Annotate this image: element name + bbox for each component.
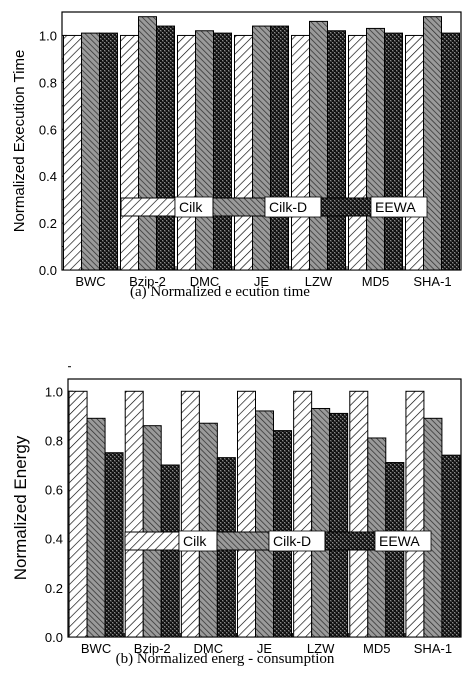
bar-eewa-bzip-2 [156, 25, 175, 271]
legend-swatch-eewa [324, 531, 376, 551]
x-tick-label: DMC [194, 641, 224, 656]
legend-swatch-cilk [124, 531, 180, 551]
bar-eewa-lzw [327, 30, 346, 271]
bar-cilk-d-bwc [81, 32, 100, 271]
bar-cilk-d-bzip-2 [142, 425, 162, 638]
bar-cilk-lzw [293, 390, 313, 638]
legend-label-cilk-d: Cilk-D [273, 533, 311, 549]
bar-cilk-d-sha-1 [423, 16, 442, 271]
x-tick-label: Bzip-2 [129, 274, 166, 289]
bar-cilk-d-lzw [311, 407, 331, 638]
legend-label-box [374, 530, 432, 552]
bar-cilk-md5 [348, 34, 367, 271]
bar-cilk-dmc [180, 390, 200, 638]
legend: Cilk Cilk-D EEWA [124, 530, 432, 552]
y-tick-label: 0.8 [39, 75, 57, 90]
bar-cilk-d-lzw [309, 20, 328, 271]
bar-cilk-bzip-2 [124, 390, 144, 638]
y-tick-label: 0.0 [39, 263, 57, 278]
bar-cilk-je [234, 34, 253, 271]
bar-cilk-d-bwc [86, 417, 106, 638]
y-tick-label: 0.4 [45, 532, 63, 547]
x-tick-label: MD5 [362, 274, 389, 289]
bar-cilk-sha-1 [405, 390, 425, 638]
y-axis-label: Normalized Energy [11, 435, 30, 580]
y-tick-label: 0.2 [45, 581, 63, 596]
x-tick-label: BWC [75, 274, 105, 289]
y-tick-label: 1.0 [45, 384, 63, 399]
bar-cilk-md5 [349, 390, 369, 638]
bar-eewa-sha-1 [441, 454, 461, 638]
caption-a: (a) Normalized e ecution time [130, 284, 310, 300]
bar-cilk-bzip-2 [120, 34, 139, 271]
x-tick-label: JE [254, 274, 270, 289]
legend: Cilk Cilk-D EEWA [120, 196, 428, 218]
bar-cilk-dmc [177, 34, 196, 271]
x-tick-label: SHA-1 [413, 274, 451, 289]
bar-eewa-bwc [104, 452, 124, 638]
bar-cilk-d-je [252, 25, 271, 271]
bar-eewa-je [270, 25, 289, 271]
x-tick-label: DMC [190, 274, 220, 289]
legend-label-cilk: Cilk [183, 533, 207, 549]
legend-swatch-eewa [320, 197, 372, 217]
bar-cilk-d-sha-1 [423, 417, 443, 638]
bar-cilk-d-dmc [195, 30, 214, 271]
legend-label-eewa: EEWA [379, 533, 420, 549]
y-axis-label: Normalized Execution Time [11, 50, 28, 233]
y-tick-label: 0.2 [39, 216, 57, 231]
x-tick-label: BWC [81, 641, 111, 656]
chart-panel-b: 0.0 0.2 0.4 0.6 0.8 1.0 BWC Bzip-2 DMC JE LZW MD5 SH… [11, 366, 462, 656]
y-tick-label: 1.0 [39, 28, 57, 43]
legend-label-box [370, 196, 428, 218]
bar-eewa-md5 [384, 32, 403, 271]
x-tick-label: LZW [307, 641, 335, 656]
bar-cilk-lzw [291, 34, 310, 271]
bar-cilk-d-md5 [366, 27, 385, 271]
y-tick-label: 0.4 [39, 169, 57, 184]
x-tick-label: SHA-1 [414, 641, 452, 656]
caption-b: (b) Normalized energ - consumption [116, 651, 335, 667]
bar-cilk-d-dmc [198, 422, 218, 638]
bar-cilk-bwc [63, 34, 82, 271]
x-tick-label: JE [257, 641, 273, 656]
bar-cilk-d-bzip-2 [138, 16, 157, 271]
bar-cilk-d-je [255, 410, 274, 638]
legend-swatch-cilk [120, 197, 176, 217]
bar-eewa-sha-1 [441, 32, 460, 271]
chart-panel-a: 0.0 0.2 0.4 0.6 0.8 1.0 BWC Bzip-2 DMC JE LZW MD5 SH… [11, 11, 462, 289]
y-tick-label: 0.6 [45, 483, 63, 498]
x-tick-label: MD5 [363, 641, 390, 656]
bar-cilk-bwc [68, 390, 88, 638]
y-tick-label: 0.8 [45, 433, 63, 448]
bar-eewa-lzw [329, 412, 349, 638]
x-tick-label: LZW [305, 274, 333, 289]
bar-cilk-je [237, 390, 256, 638]
legend-swatch-cilk-d [212, 197, 266, 217]
bar-eewa-bzip-2 [160, 464, 180, 638]
legend-label-eewa: EEWA [375, 199, 416, 215]
x-tick-label: Bzip-2 [134, 641, 171, 656]
bar-eewa-bwc [99, 32, 118, 271]
legend-label-cilk: Cilk [179, 199, 203, 215]
bar-eewa-dmc [213, 32, 232, 271]
legend-swatch-cilk-d [216, 531, 270, 551]
y-tick-label: 0.0 [45, 630, 63, 645]
legend-label-cilk-d: Cilk-D [269, 199, 307, 215]
bar-cilk-sha-1 [405, 34, 424, 271]
y-tick-label: 0.6 [39, 122, 57, 137]
